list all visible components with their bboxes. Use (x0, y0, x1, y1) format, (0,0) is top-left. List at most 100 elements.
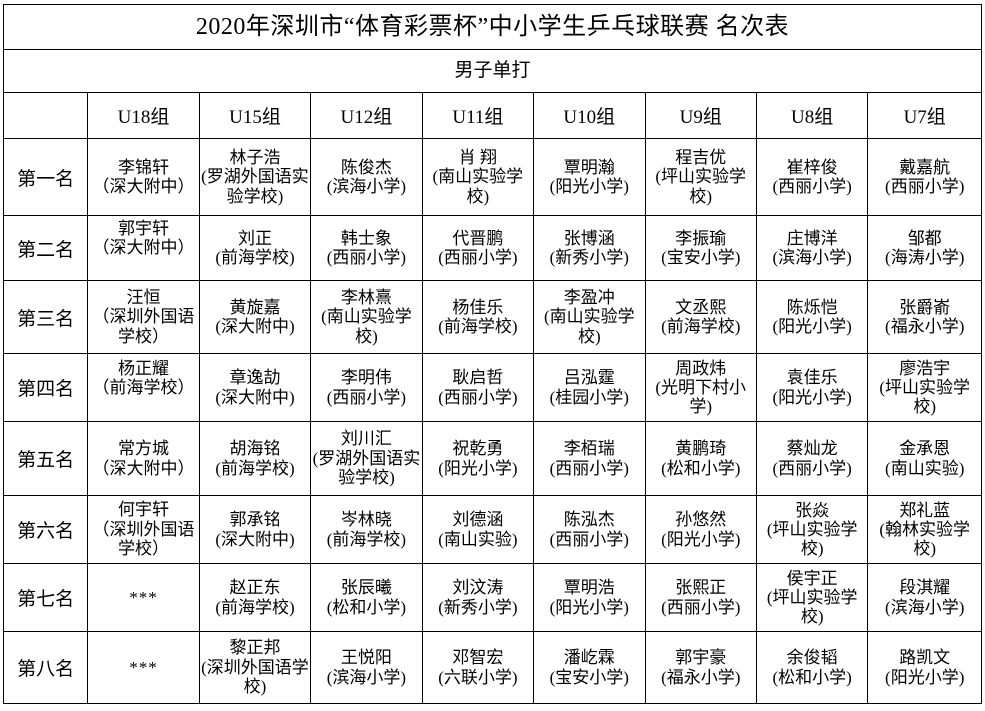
athlete-name: 肖 翔 (458, 147, 497, 167)
athlete-name: 陈俊杰 (340, 157, 392, 177)
athlete-name: 岑林晓 (340, 510, 392, 530)
athlete-school: (西丽小学) (326, 387, 407, 407)
result-cell: 吕泓霆 (桂园小学) (533, 353, 646, 422)
athlete-entry: 刘汶涛 (新秀小学) (423, 578, 532, 617)
athlete-school: (南山实验) (438, 529, 518, 549)
athlete-school: (宝安小学) (549, 667, 629, 687)
athlete-entry: 吕泓霆 (桂园小学) (535, 368, 644, 407)
athlete-school: (阳光小学) (772, 387, 852, 407)
athlete-entry: 袁佳乐 (阳光小学) (757, 368, 866, 407)
athlete-school: (坪山实验学校) (879, 377, 971, 417)
ranking-table: 2020年深圳市“体育彩票杯”中小学生乒乓球联赛 名次表 男子单打 U18组 U… (2, 4, 982, 704)
result-cell: 廖浩宇 (坪山实验学校) (867, 353, 982, 422)
athlete-entry: 常方城 （深大附中） (89, 439, 198, 478)
athlete-school: (西丽小学) (549, 529, 629, 549)
row-header-rank: 第二名 (2, 215, 89, 281)
event-row: 男子单打 (3, 49, 982, 93)
result-cell: 肖 翔 (南山实验学校) (421, 138, 535, 216)
athlete-entry: 张博涵 (新秀小学) (535, 228, 644, 268)
athlete-name: 张博涵 (563, 228, 615, 248)
result-cell: 岑林晓 (前海学校) (310, 495, 423, 564)
athlete-name: 胡海铭 (229, 439, 281, 459)
athlete-school: (南山实验学校) (432, 167, 524, 206)
athlete-name: 李锦轩 (118, 157, 170, 177)
column-header-u7: U7组 (867, 92, 982, 139)
athlete-name: 汪恒 (126, 287, 161, 307)
event-name: 男子单打 (3, 49, 982, 93)
athlete-entry: 杨佳乐 (前海学校) (423, 298, 532, 337)
athlete-name: 章逸劼 (229, 368, 281, 388)
athlete-school: (深大附中) (215, 529, 295, 549)
athlete-entry: 潘屹霖 (宝安小学) (535, 648, 644, 687)
athlete-name: 黎正邦 (229, 638, 281, 658)
result-cell: 周政炜 (光明下村小学) (644, 353, 757, 422)
athlete-school: (宝安小学) (661, 248, 741, 267)
athlete-school: (松和小学) (661, 458, 741, 478)
result-cell: 邹都 (海涛小学) (867, 215, 982, 281)
athlete-name: 刘汶涛 (452, 578, 504, 598)
result-cell: 刘德涵 (南山实验) (421, 495, 535, 564)
result-cell: 覃明瀚 (阳光小学) (533, 138, 646, 216)
result-cell: 常方城 （深大附中） (87, 421, 200, 496)
result-cell: 林子浩 (罗湖外国语实验学校) (198, 138, 312, 216)
athlete-school: (光明下村小学) (655, 377, 747, 417)
athlete-entry: 王悦阳 (滨海小学) (312, 648, 421, 687)
result-cell: 赵正东 (前海学校) (198, 563, 312, 632)
result-cell: 张熙正 (西丽小学) (644, 563, 757, 632)
athlete-school: (阳光小学) (661, 529, 741, 549)
athlete-school: （深圳外国语学校） (92, 519, 195, 559)
title-row: 2020年深圳市“体育彩票杯”中小学生乒乓球联赛 名次表 (3, 4, 982, 50)
athlete-school: （前海学校） (92, 377, 195, 397)
athlete-name: 周政炜 (675, 358, 727, 378)
athlete-name: 何宇轩 (118, 500, 170, 520)
result-cell: 段淇耀 (滨海小学) (867, 563, 982, 632)
athlete-school: （深大附中） (92, 177, 195, 196)
column-header-u9: U9组 (644, 92, 757, 139)
athlete-entry: 代晋鹏 (西丽小学) (423, 229, 532, 268)
athlete-name: 文丞熙 (675, 297, 727, 317)
athlete-entry: 郑礼蓝 (翰林实验学校) (869, 500, 981, 560)
table-row: 第六名 何宇轩 （深圳外国语学校） 郭承铭 (深大附中) 岑林晓 (前海学校) 刘德涵… (2, 495, 982, 564)
athlete-entry: 张熙正 (西丽小学) (646, 578, 755, 617)
athlete-school: (西丽小学) (772, 177, 852, 196)
row-header-rank: 第四名 (2, 353, 89, 422)
athlete-name: 李明伟 (340, 368, 392, 388)
result-cell: 刘汶涛 (新秀小学) (421, 563, 535, 632)
athlete-name: 黄鹏琦 (675, 439, 727, 459)
athlete-name: 覃明瀚 (563, 157, 615, 177)
athlete-school: (六联小学) (438, 667, 518, 687)
result-cell: 路凯文 (阳光小学) (867, 631, 982, 704)
result-cell: 王悦阳 (滨海小学) (310, 631, 423, 704)
result-cell: 潘屹霖 (宝安小学) (533, 631, 646, 704)
athlete-school: (福永小学) (661, 667, 741, 687)
athlete-name: 张焱 (795, 500, 830, 520)
athlete-school: (西丽小学) (885, 177, 965, 196)
table-body: 2020年深圳市“体育彩票杯”中小学生乒乓球联赛 名次表 男子单打 U18组 U… (2, 4, 982, 704)
row-header-rank: 第七名 (2, 563, 89, 632)
athlete-school: (新秀小学) (438, 597, 518, 617)
athlete-school: (深大附中) (215, 317, 295, 336)
table-row: 第七名 *** 赵正东 (前海学校) 张辰曦 (松和小学) 刘汶涛 (新秀小学) 覃明… (2, 563, 982, 632)
athlete-school: (西丽小学) (661, 597, 741, 617)
result-cell: 金承恩 (南山实验) (867, 421, 982, 496)
result-cell: 杨佳乐 (前海学校) (421, 280, 535, 354)
athlete-entry: 陈泓杰 (西丽小学) (535, 510, 644, 549)
athlete-name: 陈泓杰 (563, 510, 615, 530)
athlete-entry: 孙悠然 (阳光小学) (646, 510, 755, 549)
athlete-name: *** (129, 657, 158, 677)
result-cell: 胡海铭 (前海学校) (198, 421, 312, 496)
corner-header-cell (2, 92, 89, 139)
result-cell: 汪恒 （深圳外国语学校） (87, 280, 200, 354)
athlete-name: 庄博洋 (786, 228, 838, 248)
athlete-school: (前海学校) (661, 317, 741, 336)
athlete-school: (坪山实验学校) (655, 167, 747, 206)
athlete-school: (阳光小学) (772, 317, 852, 336)
table-row: 第一名 李锦轩 （深大附中） 林子浩 (罗湖外国语实验学校) 陈俊杰 (滨海小学) 肖… (2, 138, 982, 216)
athlete-name: 黄旋嘉 (229, 297, 281, 317)
athlete-school: (南山实验学校) (321, 307, 412, 346)
row-header-rank: 第八名 (2, 631, 89, 704)
table-row: 第五名 常方城 （深大附中） 胡海铭 (前海学校) 刘川汇 (罗湖外国语实验学校) 祝… (2, 421, 982, 496)
row-header-rank: 第六名 (2, 495, 89, 564)
athlete-name: 王悦阳 (340, 648, 392, 668)
